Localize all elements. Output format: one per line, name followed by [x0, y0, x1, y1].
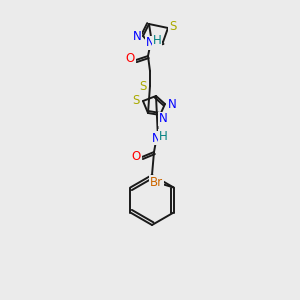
Text: N: N [168, 98, 176, 110]
Text: H: H [159, 130, 167, 142]
Text: H: H [153, 34, 161, 47]
Text: N: N [133, 29, 141, 43]
Text: Br: Br [150, 176, 163, 189]
Text: N: N [152, 131, 160, 145]
Text: S: S [139, 80, 147, 92]
Text: O: O [125, 52, 135, 65]
Text: N: N [159, 112, 167, 125]
Text: S: S [169, 20, 177, 32]
Text: O: O [131, 149, 141, 163]
Text: S: S [132, 94, 140, 107]
Text: N: N [146, 37, 154, 50]
